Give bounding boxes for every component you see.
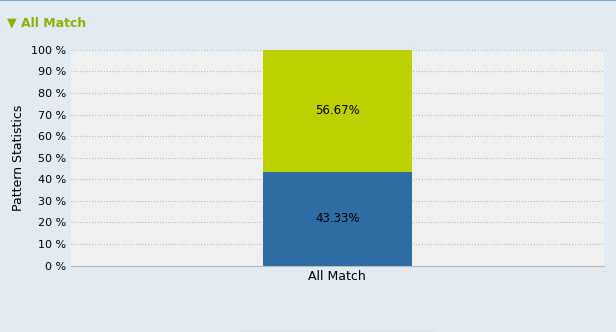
Text: ▼ All Match: ▼ All Match	[7, 17, 87, 30]
Y-axis label: Pattern Statistics: Pattern Statistics	[12, 105, 25, 211]
Bar	[262, 50, 412, 172]
Bar	[262, 172, 412, 266]
Text: 43.33%: 43.33%	[315, 212, 360, 225]
Text: 56.67%: 56.67%	[315, 105, 360, 118]
